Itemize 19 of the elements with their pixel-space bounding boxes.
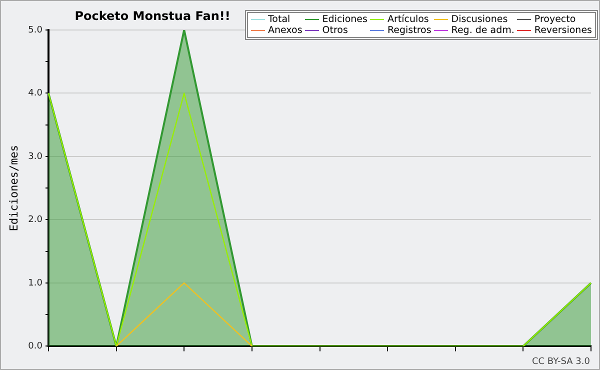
- legend-label: Proyecto: [534, 14, 576, 25]
- y-tick-label: 3.0: [28, 152, 43, 162]
- y-tick-label: 4.0: [28, 88, 43, 99]
- legend-label: Discusiones: [451, 14, 508, 25]
- y-axis-title: Ediciones/mes: [7, 145, 20, 232]
- legend-label: Reg. de adm.: [451, 25, 514, 36]
- y-tick-label: 0.0: [28, 342, 43, 352]
- legend-label: Anexos: [268, 25, 302, 36]
- legend-label: Ediciones: [322, 14, 368, 25]
- chart-title: Pocketo Monstua Fan!!: [74, 9, 232, 23]
- legend-label: Reversiones: [534, 25, 592, 36]
- legend-label: Registros: [387, 25, 432, 36]
- legend-label: Total: [268, 14, 290, 25]
- text: CC BY-SA 3.0: [532, 356, 590, 367]
- legend-label: Artículos: [387, 14, 429, 25]
- legend-label: Otros: [322, 25, 348, 36]
- y-tick-label: 2.0: [28, 215, 43, 226]
- y-tick-label: 1.0: [28, 278, 43, 288]
- y-tick-label: 5.0: [28, 25, 43, 36]
